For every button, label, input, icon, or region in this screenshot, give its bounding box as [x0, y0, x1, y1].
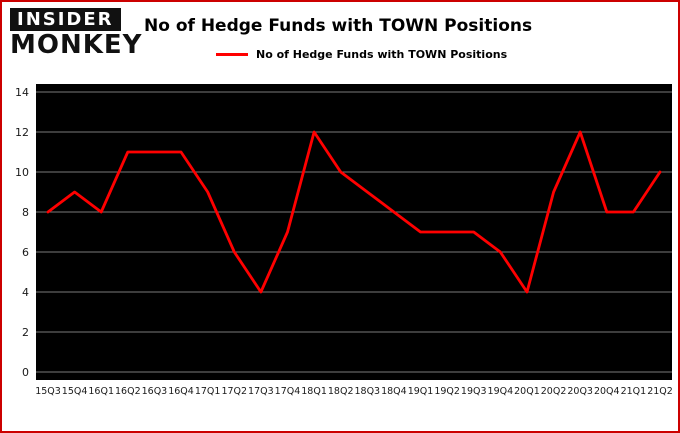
x-tick-label: 17Q3	[248, 386, 274, 397]
y-tick-label: 12	[15, 126, 29, 139]
x-tick-label: 18Q4	[381, 386, 407, 397]
chart-header: INSIDER MONKEY No of Hedge Funds with TO…	[2, 2, 678, 80]
y-tick-label: 14	[15, 86, 29, 99]
x-tick-label: 18Q3	[354, 386, 380, 397]
insider-monkey-logo: INSIDER MONKEY	[10, 8, 143, 60]
legend-label: No of Hedge Funds with TOWN Positions	[256, 48, 508, 62]
plot-background	[36, 84, 672, 380]
y-tick-label: 0	[22, 366, 29, 379]
data-line	[46, 130, 662, 294]
x-tick-label: 19Q1	[408, 386, 434, 397]
x-tick-label: 15Q3	[35, 386, 61, 397]
x-tick-label: 18Q2	[328, 386, 354, 397]
legend-line-swatch	[216, 53, 248, 57]
x-tick-label: 19Q4	[488, 386, 514, 397]
x-tick-label: 20Q2	[541, 386, 567, 397]
x-tick-label: 16Q1	[88, 386, 114, 397]
y-tick-label: 6	[22, 246, 29, 259]
x-tick-label: 18Q1	[301, 386, 327, 397]
logo-insider-text: INSIDER	[10, 8, 121, 31]
x-tick-label: 17Q4	[275, 386, 301, 397]
x-tick-label: 19Q2	[434, 386, 460, 397]
x-tick-label: 16Q3	[142, 386, 168, 397]
y-tick-label: 8	[22, 206, 29, 219]
y-tick-label: 2	[22, 326, 29, 339]
x-tick-label: 20Q3	[567, 386, 593, 397]
chart-title: No of Hedge Funds with TOWN Positions	[144, 16, 533, 36]
x-tick-label: 21Q2	[647, 386, 673, 397]
y-tick-label: 10	[15, 166, 29, 179]
x-tick-label: 20Q4	[594, 386, 620, 397]
x-tick-label: 17Q1	[195, 386, 221, 397]
y-tick-label: 4	[22, 286, 29, 299]
x-tick-label: 20Q1	[514, 386, 540, 397]
x-tick-label: 16Q2	[115, 386, 141, 397]
x-tick-label: 21Q1	[621, 386, 647, 397]
legend: No of Hedge Funds with TOWN Positions	[216, 48, 532, 61]
x-tick-label: 19Q3	[461, 386, 487, 397]
title-block: No of Hedge Funds with TOWN Positions No…	[144, 8, 532, 61]
logo-monkey-text: MONKEY	[10, 30, 143, 60]
x-tick-label: 15Q4	[62, 386, 88, 397]
chart-area: 0 2 4 6 8 10 12 14 15Q3 15Q4 16Q1 16Q2 16Q3 16Q4 17Q1 1…	[2, 82, 678, 427]
x-tick-label: 16Q4	[168, 386, 194, 397]
x-tick-label: 17Q2	[221, 386, 247, 397]
